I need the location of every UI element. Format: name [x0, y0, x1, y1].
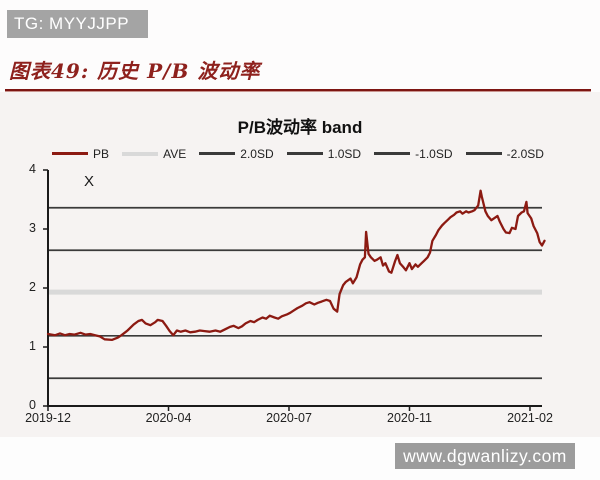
x-tick-label: 2020-07 [266, 411, 312, 425]
legend-label: 2.0SD [240, 146, 274, 161]
chart-background [0, 92, 600, 437]
heading-rule [5, 89, 591, 92]
y-tick-label: 4 [29, 162, 36, 176]
watermark-text: www.dgwanlizy.com [403, 446, 567, 466]
legend-item-1.0sd: 1.0SD [286, 146, 362, 161]
x-tick-label: 2019-12 [25, 411, 71, 425]
chart-legend: PB AVE 2.0SD 1.0SD -1.0SD -2.0SD [52, 146, 544, 161]
legend-swatch--1.0sd [374, 152, 411, 155]
legend-item--2.0sd: -2.0SD [465, 146, 544, 161]
legend-swatch-1.0sd [286, 152, 323, 155]
y-tick-label: 1 [29, 339, 36, 353]
watermark-banner: www.dgwanlizy.com [395, 443, 575, 469]
chart-title: P/B波动率 band [237, 118, 363, 137]
legend-item-ave: AVE [122, 147, 186, 161]
series-line-pb [46, 189, 546, 342]
legend-swatch--2.0sd [465, 152, 502, 155]
figure-heading: 图表49: 历史 P/B 波动率 [9, 59, 261, 83]
legend-label: -2.0SD [506, 146, 544, 161]
pb-band-chart [43, 169, 546, 411]
legend-label: AVE [163, 146, 187, 161]
x-tick-label: 2020-04 [145, 411, 192, 425]
y-tick-label: 2 [29, 280, 36, 294]
x-tick-label: 2020-11 [387, 411, 432, 425]
legend-label: -1.0SD [415, 146, 453, 161]
tg-banner: TG: MYYJJPP [7, 10, 148, 38]
y-tick-label: 0 [29, 398, 36, 412]
legend-item--1.0sd: -1.0SD [374, 146, 453, 161]
legend-swatch-2.0sd [199, 152, 236, 155]
legend-swatch-pb [52, 152, 88, 155]
y-tick-label: 3 [29, 221, 36, 235]
x-tick-label: 2021-02 [507, 411, 553, 425]
legend-label: 1.0SD [327, 146, 362, 161]
tg-banner-text: TG: MYYJJPP [14, 14, 130, 33]
legend-item-2.0sd: 2.0SD [199, 146, 274, 161]
legend-item-pb: PB [52, 147, 109, 161]
legend-swatch-ave [122, 151, 159, 156]
chart-annotation-x: X [84, 173, 95, 190]
legend-label: PB [93, 146, 110, 161]
